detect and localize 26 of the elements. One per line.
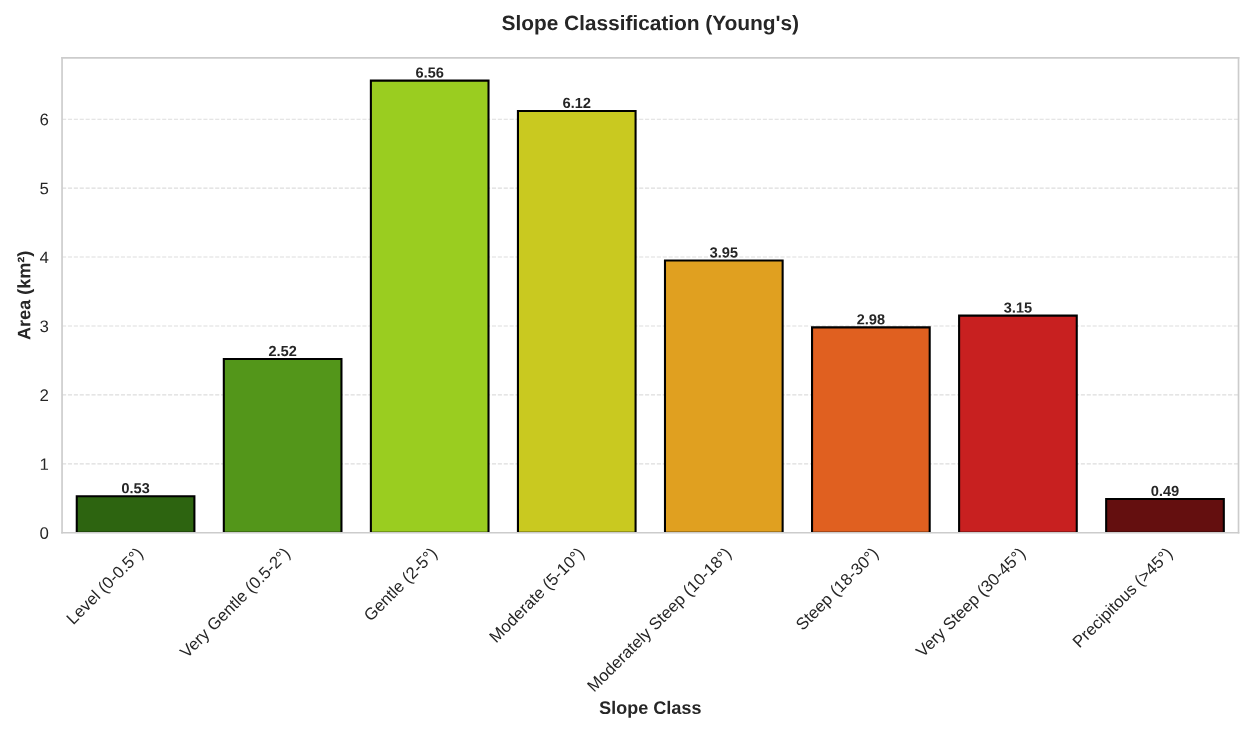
y-tick-label: 4 <box>39 251 49 264</box>
y-tick-label: 6 <box>40 113 49 126</box>
data-label: 6.56 <box>416 67 444 78</box>
bar <box>1105 497 1225 533</box>
y-tick-label: 2 <box>40 389 49 401</box>
data-label: 3.15 <box>1004 302 1032 313</box>
y-tick-label: 1 <box>40 458 49 470</box>
y-axis-title: Area (km²) <box>17 251 35 340</box>
bar <box>516 109 637 533</box>
data-label: 6.12 <box>563 97 591 109</box>
chart-title: Slope Classification (Young's) <box>502 15 798 35</box>
y-tick-label: 0 <box>40 527 49 539</box>
bar <box>663 259 784 533</box>
bar <box>958 314 1078 533</box>
data-label: 2.52 <box>268 345 297 357</box>
data-label: 0.49 <box>1151 485 1179 497</box>
bar <box>811 326 931 533</box>
bar <box>75 495 196 533</box>
bar <box>222 358 343 533</box>
y-tick-label: 3 <box>40 320 49 333</box>
y-tick-label: 5 <box>40 182 49 195</box>
data-label: 0.53 <box>121 483 150 494</box>
data-label: 2.98 <box>857 314 885 325</box>
bar <box>369 79 490 533</box>
x-axis-title: Slope Class <box>599 700 701 718</box>
data-label: 3.95 <box>709 247 738 258</box>
